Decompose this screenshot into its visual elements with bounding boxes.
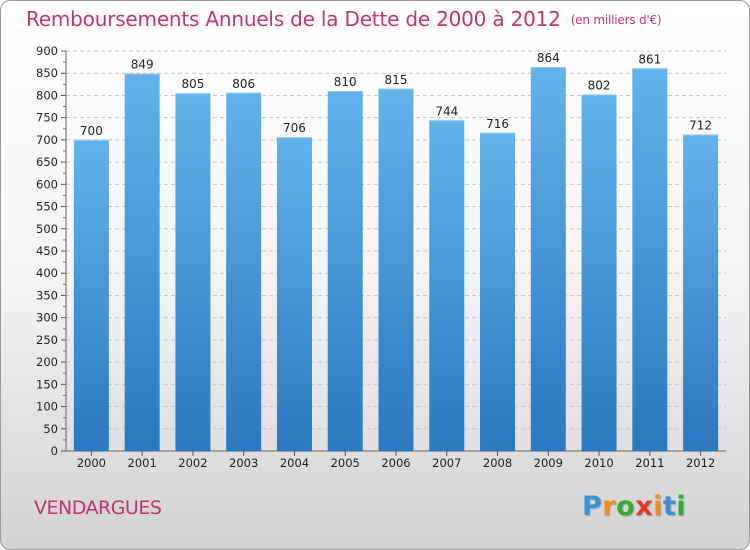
x-tick-label: 2005 (331, 456, 360, 470)
data-label-2006: 815 (385, 73, 408, 87)
bar-2011 (632, 68, 668, 451)
chart-title: Remboursements Annuels de la Dette de 20… (26, 7, 662, 31)
y-tick-label: 250 (36, 333, 58, 347)
logo-letter: i (653, 491, 663, 522)
y-tick-label: 450 (36, 244, 58, 258)
y-tick-label: 200 (36, 355, 58, 369)
logo-letter: P (582, 491, 603, 522)
x-tick-label: 2009 (534, 456, 563, 470)
y-tick-label: 0 (51, 444, 58, 458)
data-label-2009: 864 (537, 51, 560, 65)
bar-2009 (530, 67, 566, 451)
x-tick-label: 2007 (432, 456, 461, 470)
bar-2006 (378, 88, 414, 452)
y-tick-label: 600 (36, 177, 58, 191)
data-label-2007: 744 (435, 104, 458, 118)
data-label-2000: 700 (80, 124, 103, 138)
y-tick-label: 50 (43, 422, 58, 436)
title-text: Remboursements Annuels de la Dette de 20… (26, 7, 561, 31)
data-label-2004: 706 (283, 121, 306, 135)
logo-letter: t (662, 491, 677, 522)
commune-name: VENDARGUES (34, 497, 162, 519)
x-tick-label: 2006 (381, 456, 410, 470)
y-tick-label: 750 (36, 111, 58, 125)
y-tick-label: 100 (36, 400, 58, 414)
x-tick-labels: 2000 2001 2002 2003 2004 2005 2006 2007 2008 2009… (77, 456, 716, 470)
y-tick-label: 400 (36, 266, 58, 280)
bar-2010 (581, 94, 617, 452)
data-label-2012: 712 (689, 119, 712, 133)
bar-2005 (327, 91, 363, 451)
y-tick-label: 300 (36, 311, 58, 325)
data-label-2003: 806 (232, 77, 255, 91)
y-tick-label: 650 (36, 155, 58, 169)
logo-letter: x (635, 491, 654, 522)
logo-letter: i (676, 491, 687, 522)
x-tick-label: 2011 (635, 456, 664, 470)
bar-2008 (480, 132, 516, 451)
y-tick-label: 550 (36, 200, 58, 214)
y-tick-label: 500 (36, 222, 58, 236)
y-tick-label: 350 (36, 288, 58, 302)
data-label-2001: 849 (131, 58, 154, 72)
logo-letter: o (616, 491, 636, 522)
x-tick-label: 2003 (229, 456, 258, 470)
y-tick-labels: 0 50 100 150 200 250 300 350 400 450 500 550 600 650 7… (36, 44, 58, 458)
bar-2002 (175, 93, 211, 451)
bar-2000 (73, 139, 109, 451)
proxiti-logo: Proxiti (582, 491, 686, 522)
y-tick-label: 700 (36, 133, 58, 147)
x-tick-label: 2010 (584, 456, 613, 470)
logo-letter: r (602, 491, 617, 522)
data-label-2010: 802 (588, 79, 611, 93)
x-tick-label: 2000 (77, 456, 106, 470)
x-tick-label: 2012 (686, 456, 715, 470)
y-tick-label: 800 (36, 88, 58, 102)
bar-2001 (124, 73, 160, 452)
y-tick-label: 900 (36, 44, 58, 58)
data-label-2005: 810 (334, 75, 357, 89)
bar-2007 (429, 120, 465, 451)
data-label-2011: 861 (638, 52, 661, 66)
data-labels: 700 849 805 806 706 810 815 744 716 864 802 861 712 (80, 51, 712, 138)
y-tick-label: 150 (36, 377, 58, 391)
x-tick-label: 2008 (483, 456, 512, 470)
y-tick-label: 850 (36, 66, 58, 80)
bar-2012 (683, 134, 719, 452)
data-label-2002: 805 (181, 77, 204, 91)
bar-2004 (276, 137, 312, 451)
x-tick-label: 2002 (178, 456, 207, 470)
bars (73, 67, 719, 452)
x-tick-label: 2001 (128, 456, 157, 470)
bar-2003 (226, 92, 262, 452)
x-tick-label: 2004 (280, 456, 309, 470)
data-label-2008: 716 (486, 117, 509, 131)
unit-note: (en milliers d'€) (570, 13, 662, 27)
